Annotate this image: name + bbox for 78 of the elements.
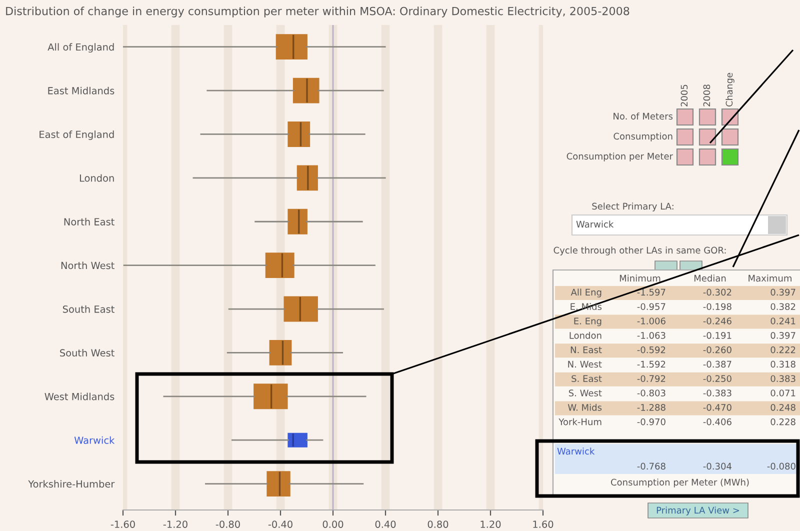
y-tick-label: North East [64,218,114,226]
text: -0.302 [703,288,732,296]
text: -0.792 [637,375,666,382]
x-tick-label: -0.80 [216,520,240,528]
text: 0.383 [770,375,796,382]
text: Consumption [614,132,672,142]
text: -0.080 [767,462,796,470]
text: 0.228 [770,418,796,426]
text: -0.260 [703,346,732,354]
text: N. West [568,360,602,368]
text: -0.250 [703,375,732,382]
text: Change [726,72,734,106]
text: -0.470 [703,404,732,411]
text: 0.248 [770,404,796,411]
text: 0.241 [770,318,796,324]
text: -0.768 [637,462,666,470]
text: -0.592 [637,346,666,354]
text: S. West [568,390,602,396]
text: Minimum [620,274,660,282]
text: -0.246 [703,318,732,324]
y-tick-label: Yorkshire-Humber [28,480,115,488]
text: 0.318 [770,360,796,368]
y-tick-label: London [80,174,114,182]
text: Select Primary LA: [592,202,674,212]
y-tick-label: West Midlands [44,392,114,400]
text: -1.063 [637,332,666,339]
text: All Eng [570,288,602,298]
x-tick-label: -1.20 [163,520,188,528]
text: Consumption per Meter [566,152,673,162]
text: -0.957 [637,303,666,310]
text: Consumption per Meter (MWh) [610,478,749,488]
text: Median [694,274,726,282]
text: N. East [570,346,602,354]
x-tick-label: 0.40 [375,520,396,528]
y-tick-label: All of England [48,43,114,53]
y-tick-label: East of England [40,130,114,140]
text: 0.071 [770,390,796,396]
text: -1.288 [637,404,666,411]
text: -1.597 [637,288,666,296]
text: Warwick [557,448,595,455]
text: -1.592 [637,360,666,368]
x-tick-label: 0.00 [322,520,344,528]
text: -0.198 [703,303,732,310]
x-tick-label: -1.60 [110,520,135,528]
text: -0.803 [637,390,666,396]
text: 0.222 [770,346,796,354]
text: York-Hum [558,418,602,426]
text: Cycle through other LAs in same GOR: [554,246,726,256]
text: -0.383 [703,390,732,396]
x-tick-label: 1.60 [533,520,554,528]
text: 0.382 [770,303,796,310]
text: London [570,332,602,339]
x-tick-label: 1.20 [480,520,501,528]
text: -0.191 [703,332,732,339]
chart-title: Distribution of change in energy consumption per meter within MSOA: Ordinary Domestic Electricity, 2005-2008 [6,6,630,18]
y-tick-label: Warwick [74,436,115,444]
text: 0.397 [770,288,796,296]
text: 2008 [703,84,710,106]
text: 2005 [680,84,688,106]
text: 0.397 [770,332,796,339]
text: W. Mids [568,404,602,411]
text: Primary LA View > [656,506,739,516]
y-tick-label: South West [60,349,114,357]
text: -0.387 [703,360,732,368]
y-tick-label: South East [62,305,114,313]
text: Maximum [748,274,792,282]
text: No. of Meters [614,112,673,120]
x-tick-label: 0.80 [428,520,448,528]
x-tick-label: -0.40 [268,520,292,528]
text: S. East [572,375,602,382]
y-tick-label: North West [61,262,114,270]
text: -0.406 [703,418,732,426]
text: -0.304 [703,462,732,470]
text: -1.006 [637,318,666,324]
y-tick-label: East Midlands [48,86,114,94]
text: Warwick [576,220,614,228]
text: -0.970 [637,418,666,426]
text: E. Eng [574,318,602,326]
